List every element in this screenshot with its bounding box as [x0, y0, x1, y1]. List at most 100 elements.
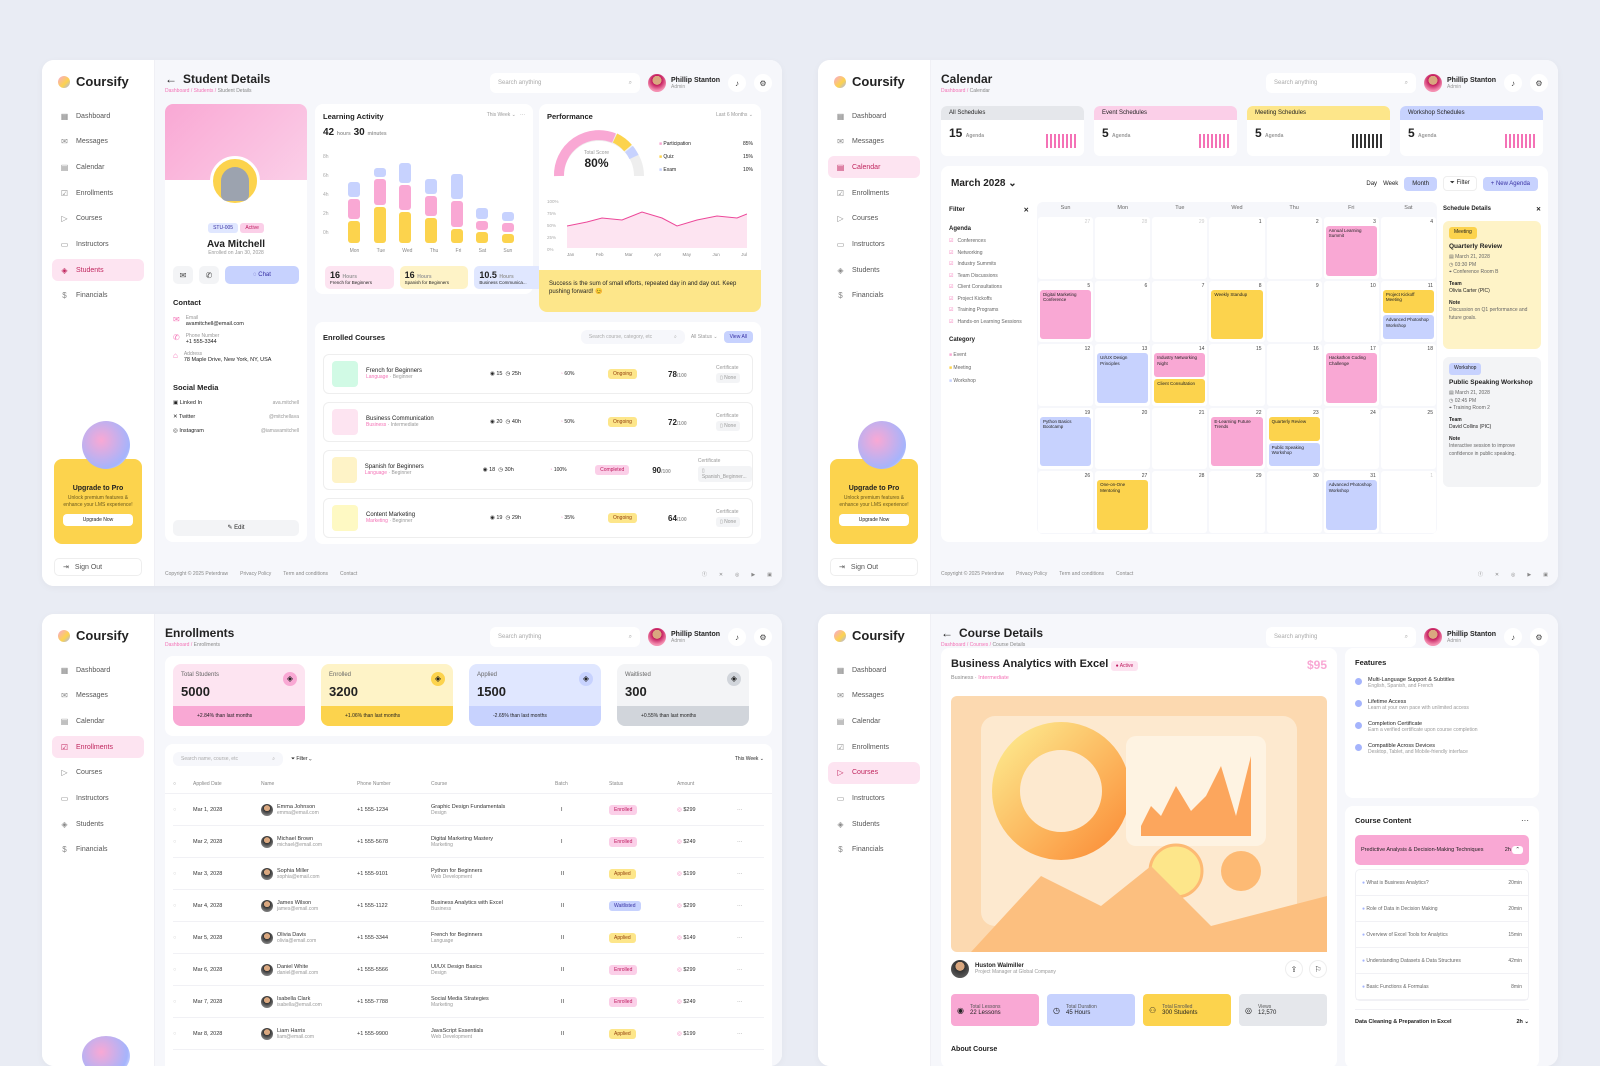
calendar-event[interactable]: Python Basics Bootcamp: [1040, 416, 1092, 467]
sidebar-item-messages[interactable]: ✉ Messages: [61, 691, 108, 701]
sign-out-button[interactable]: ⇥ Sign Out: [830, 558, 918, 576]
x-icon[interactable]: ✕: [1494, 572, 1500, 578]
social-instagram[interactable]: ◎ Instagram @iamavamitchell: [173, 428, 299, 434]
day-cell[interactable]: 1: [1209, 217, 1265, 279]
table-row[interactable]: ○ Mar 5, 2028 Olivia Davis olivia@email.com…: [173, 922, 764, 954]
calendar-event[interactable]: One-on-One Mentoring: [1097, 480, 1149, 530]
linkedin-icon[interactable]: ▣: [767, 572, 772, 578]
calendar-event[interactable]: Advanced Photoshop Workshop: [1382, 315, 1434, 340]
sidebar-item-messages[interactable]: ✉ Messages: [837, 137, 884, 147]
table-row[interactable]: ○ Mar 3, 2028 Sophia Miller sophia@email.co…: [173, 858, 764, 890]
instagram-icon[interactable]: ◎: [735, 572, 740, 578]
day-cell[interactable]: 9: [1266, 280, 1322, 343]
schedule-card[interactable]: All Schedules 15 Agenda: [941, 106, 1084, 156]
user-profile[interactable]: Phillip Stanton Admin: [1424, 74, 1496, 92]
more-icon[interactable]: ···: [737, 838, 743, 845]
logo[interactable]: Coursify: [834, 628, 920, 643]
course-row[interactable]: Spanish for Beginners Language · Beginner…: [323, 450, 753, 490]
row-checkbox[interactable]: ○: [173, 1030, 177, 1037]
chat-button[interactable]: ◌ Chat: [225, 266, 299, 284]
view-week[interactable]: Week: [1383, 180, 1399, 187]
contact-link[interactable]: Contact: [1116, 571, 1134, 577]
more-icon[interactable]: ···: [737, 966, 743, 973]
module-accordion[interactable]: Data Cleaning & Preparation in Excel 2h ⌄: [1355, 1009, 1529, 1033]
calendar-event[interactable]: Weekly Standup: [1211, 289, 1263, 340]
sidebar-item-students[interactable]: ◈ Students: [52, 259, 144, 282]
day-cell[interactable]: 21: [1152, 407, 1208, 470]
search-input[interactable]: Search anything ⌕: [490, 627, 640, 647]
agenda-filter-item[interactable]: ☑ Industry Summits: [949, 261, 997, 267]
sidebar-item-financials[interactable]: $ Financials: [52, 285, 144, 307]
row-checkbox[interactable]: ○: [173, 902, 177, 909]
day-cell[interactable]: 29: [1152, 217, 1208, 279]
course-row[interactable]: Business Communication Business · Interme…: [323, 402, 753, 442]
agenda-filter-item[interactable]: ☑ Client Consultations: [949, 284, 1002, 290]
calendar-event[interactable]: E-Learning Future Trends: [1211, 416, 1263, 467]
day-cell[interactable]: 16: [1266, 344, 1322, 406]
calendar-event[interactable]: Digital Marketing Conference: [1040, 289, 1092, 340]
more-icon[interactable]: ···: [737, 902, 743, 909]
certificate-link[interactable]: ▯ None: [716, 517, 741, 527]
course-search-input[interactable]: Search course, category, etc ⌕: [580, 330, 685, 344]
day-cell[interactable]: 29: [1209, 471, 1265, 533]
day-cell[interactable]: 2: [1266, 217, 1322, 279]
calendar-event[interactable]: Advanced Photoshop Workshop: [1325, 480, 1377, 530]
sidebar-item-dashboard[interactable]: ▦ Dashboard: [60, 111, 111, 121]
call-button[interactable]: ✆: [199, 266, 219, 284]
settings-button[interactable]: ⚙: [754, 74, 772, 92]
period-select[interactable]: This Week: [486, 112, 511, 118]
instagram-icon[interactable]: ◎: [1511, 572, 1516, 578]
category-event[interactable]: ■ Event: [949, 352, 967, 358]
filter-button[interactable]: ⏷ Filter: [1442, 176, 1477, 191]
day-cell[interactable]: 6: [1095, 280, 1151, 343]
sidebar-item-courses[interactable]: ▷ Courses: [61, 768, 103, 778]
calendar-event[interactable]: Public Speaking Workshop: [1268, 442, 1320, 467]
close-icon[interactable]: ✕: [1023, 207, 1029, 214]
schedule-card[interactable]: Event Schedules 5 Agenda: [1094, 106, 1237, 156]
sidebar-item-enrollments[interactable]: ☑ Enrollments: [60, 188, 113, 198]
filter-button[interactable]: ⏷ Filter ⌄: [291, 756, 312, 762]
agenda-filter-item[interactable]: ☑ Training Programs: [949, 307, 999, 313]
period-select[interactable]: Last 6 Months ⌄: [716, 112, 753, 118]
notification-button[interactable]: ♪: [728, 628, 746, 646]
sidebar-item-calendar[interactable]: ▤ Calendar: [60, 162, 105, 172]
sidebar-item-courses[interactable]: ▷ Courses: [828, 761, 920, 784]
view-month[interactable]: Month: [1404, 176, 1437, 191]
day-cell[interactable]: 28: [1152, 471, 1208, 533]
sidebar-item-calendar[interactable]: ▤ Calendar: [828, 156, 920, 179]
settings-button[interactable]: ⚙: [1530, 74, 1548, 92]
sidebar-item-enrollments[interactable]: ☑ Enrollments: [836, 742, 889, 752]
view-day[interactable]: Day: [1366, 180, 1378, 187]
user-profile[interactable]: Phillip Stanton Admin: [648, 74, 720, 92]
sidebar-item-students[interactable]: ◈ Students: [837, 265, 880, 275]
sidebar-item-instructors[interactable]: ▭ Instructors: [60, 239, 109, 249]
calendar-event[interactable]: Annual Learning Summit: [1325, 226, 1377, 276]
calendar-event[interactable]: Quarterly Review: [1268, 416, 1320, 441]
back-arrow-icon[interactable]: ←: [941, 626, 953, 640]
agenda-filter-item[interactable]: ☑ Project Kickoffs: [949, 295, 992, 302]
certificate-link[interactable]: ▯ None: [716, 421, 741, 431]
sidebar-item-financials[interactable]: $ Financials: [52, 839, 144, 861]
day-cell[interactable]: 24: [1323, 407, 1379, 470]
schedule-detail-card[interactable]: Workshop Public Speaking Workshop ▤ Marc…: [1443, 357, 1541, 487]
sign-out-button[interactable]: ⇥ Sign Out: [54, 558, 142, 576]
lesson-item[interactable]: ● Basic Functions & Formulas 8min: [1356, 974, 1528, 1000]
user-profile[interactable]: Phillip Stanton Admin: [1424, 628, 1496, 646]
day-cell[interactable]: 20: [1095, 407, 1151, 470]
youtube-icon[interactable]: ▶: [751, 572, 756, 578]
social-twitter[interactable]: ✕ Twitter @mitchellava: [173, 414, 299, 420]
more-icon[interactable]: ···: [737, 806, 743, 813]
day-cell[interactable]: 4: [1380, 217, 1436, 279]
notification-button[interactable]: ♪: [1504, 74, 1522, 92]
more-icon[interactable]: ···: [737, 998, 743, 1005]
sidebar-item-enrollments[interactable]: ☑ Enrollments: [836, 188, 889, 198]
calendar-event[interactable]: Hackathon Coding Challenge: [1325, 353, 1377, 403]
period-select[interactable]: This Week ⌄: [734, 756, 764, 762]
month-select[interactable]: March 2028 ⌄: [951, 178, 1017, 189]
sidebar-item-calendar[interactable]: ▤ Calendar: [836, 716, 881, 726]
agenda-filter-item[interactable]: ☑ Networking: [949, 249, 983, 256]
more-icon[interactable]: ···: [737, 934, 743, 941]
day-cell[interactable]: 1: [1380, 471, 1436, 533]
settings-button[interactable]: ⚙: [754, 628, 772, 646]
user-profile[interactable]: Phillip Stanton Admin: [648, 628, 720, 646]
